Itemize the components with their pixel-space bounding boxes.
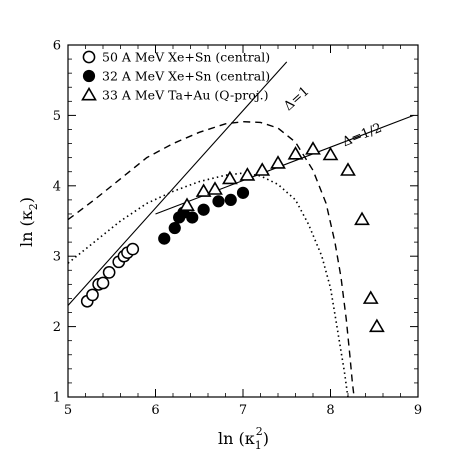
- open-triangle-point: [239, 167, 256, 181]
- filled-circle-point: [158, 232, 171, 245]
- open-triangle-point: [254, 162, 271, 176]
- data-points: [80, 141, 385, 333]
- y-tick-label: 5: [53, 109, 61, 124]
- y-tick-label: 6: [53, 39, 61, 54]
- y-axis-label: ln (κ2): [17, 197, 40, 247]
- open-triangle-point: [354, 211, 370, 226]
- open-circle-point: [96, 276, 110, 290]
- legend-marker: [82, 69, 96, 83]
- legend: 50 A MeV Xe+Sn (central) 32 A MeV Xe+Sn (…: [81, 50, 270, 103]
- open-triangle-point: [195, 183, 212, 197]
- legend-marker: [81, 86, 97, 101]
- annotations: Δ=1 Δ=1/2: [281, 84, 384, 150]
- open-triangle-point: [322, 146, 339, 161]
- x-tick-label: 5: [64, 403, 72, 418]
- x-tick-label: 9: [414, 403, 422, 418]
- legend-entry-label: 33 A MeV Ta+Au (Q-proj.): [102, 88, 268, 103]
- legend-entry-label: 32 A MeV Xe+Sn (central): [102, 69, 270, 84]
- x-tick-label: 8: [326, 403, 334, 418]
- legend-entry-label: 50 A MeV Xe+Sn (central): [102, 50, 270, 65]
- open-triangle-point: [207, 181, 223, 195]
- open-triangle-point: [221, 170, 238, 185]
- annotation-delta-1: Δ=1: [281, 84, 312, 114]
- x-tick-label: 6: [151, 403, 159, 418]
- annotation-delta-half: Δ=1/2: [340, 121, 384, 150]
- x-tick-label: 7: [239, 403, 247, 418]
- legend-marker: [82, 50, 96, 64]
- y-tick-label: 1: [53, 391, 61, 406]
- y-tick-label: 4: [53, 179, 61, 194]
- filled-circle-point: [224, 193, 237, 206]
- filled-circle-point: [197, 203, 210, 216]
- open-triangle-point: [287, 146, 304, 160]
- y-tick-label: 2: [53, 320, 61, 335]
- open-triangle-point: [340, 162, 356, 176]
- filled-circle-point: [168, 221, 181, 235]
- open-triangle-point: [368, 318, 385, 333]
- open-triangle-point: [270, 155, 286, 169]
- open-circle-point: [86, 288, 99, 302]
- open-circle-point: [126, 242, 140, 256]
- line-delta-half: [155, 114, 414, 215]
- filled-circle-point: [186, 211, 199, 224]
- x-axis-label: ln (κ12): [218, 425, 269, 452]
- fit-lines: [68, 61, 414, 306]
- y-tick-label: 3: [53, 250, 61, 265]
- open-triangle-point: [362, 290, 379, 304]
- line-delta-1: [68, 61, 288, 306]
- filled-circle-point: [236, 186, 250, 199]
- open-triangle-point: [305, 141, 321, 155]
- open-circle-point: [102, 266, 116, 279]
- axis-ticks: 5 6 7 8 9 1 2 3 4 5 6: [53, 39, 422, 419]
- dashed-curve: [68, 120, 355, 397]
- model-curves: [68, 120, 355, 397]
- open-triangle-point: [179, 197, 195, 211]
- filled-circle-point: [212, 195, 225, 208]
- dotted-curve: [68, 172, 349, 397]
